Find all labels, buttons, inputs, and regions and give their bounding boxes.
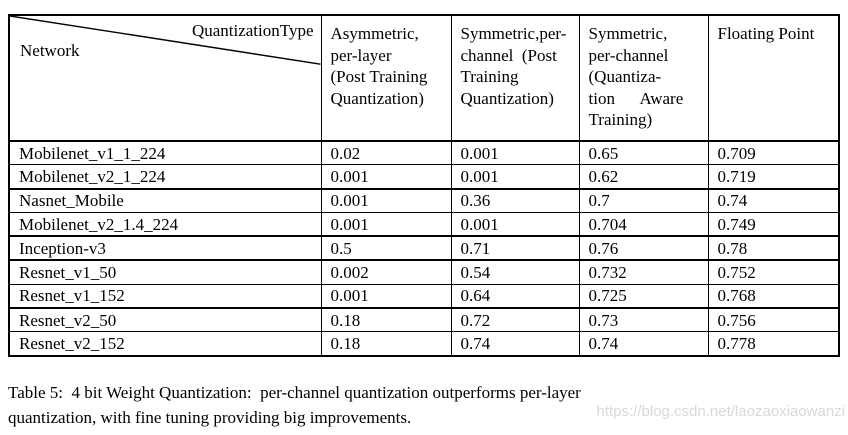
value-cell: 0.02 xyxy=(320,140,452,166)
value-cell: 0.725 xyxy=(578,283,709,309)
network-name-cell: Resnet_v2_152 xyxy=(8,331,322,357)
value-cell: 0.74 xyxy=(578,331,709,357)
value-cell: 0.18 xyxy=(320,307,452,333)
value-cell: 0.62 xyxy=(578,164,709,190)
value-cell: 0.778 xyxy=(707,331,840,357)
value-cell: 0.18 xyxy=(320,331,452,357)
value-cell: 0.768 xyxy=(707,283,840,309)
table-row: Inception-v3 0.5 0.71 0.76 0.78 xyxy=(8,235,840,261)
corner-header-cell: QuantizationType Network xyxy=(8,14,322,142)
watermark-url: https://blog.csdn.net/laozaoxiaowanzi xyxy=(596,403,846,420)
diagonal-divider-line xyxy=(10,16,320,65)
value-cell: 0.71 xyxy=(450,235,580,261)
value-cell: 0.752 xyxy=(707,259,840,285)
table-row: Mobilenet_v2_1_224 0.001 0.001 0.62 0.71… xyxy=(8,164,840,190)
value-cell: 0.65 xyxy=(578,140,709,166)
value-cell: 0.73 xyxy=(578,307,709,333)
header-row: QuantizationType Network Asymmetric, per… xyxy=(8,14,840,142)
value-cell: 0.76 xyxy=(578,235,709,261)
value-cell: 0.704 xyxy=(578,211,709,237)
corner-label-quantization-type: QuantizationType xyxy=(191,21,314,40)
network-name-cell: Resnet_v1_50 xyxy=(8,259,322,285)
table-caption: Table 5: 4 bit Weight Quantization: per-… xyxy=(8,383,581,427)
column-header-floating-point: Floating Point xyxy=(707,14,840,142)
network-name-cell: Nasnet_Mobile xyxy=(8,187,322,213)
value-cell: 0.001 xyxy=(450,140,580,166)
value-cell: 0.7 xyxy=(578,187,709,213)
quantization-results-table: QuantizationType Network Asymmetric, per… xyxy=(8,14,840,357)
value-cell: 0.64 xyxy=(450,283,580,309)
table-row: Resnet_v1_50 0.002 0.54 0.732 0.752 xyxy=(8,259,840,285)
value-cell: 0.002 xyxy=(320,259,452,285)
network-name-cell: Inception-v3 xyxy=(8,235,322,261)
network-name-cell: Mobilenet_v2_1_224 xyxy=(8,164,322,190)
value-cell: 0.001 xyxy=(320,211,452,237)
value-cell: 0.709 xyxy=(707,140,840,166)
network-name-cell: Mobilenet_v2_1.4_224 xyxy=(8,211,322,237)
value-cell: 0.54 xyxy=(450,259,580,285)
value-cell: 0.5 xyxy=(320,235,452,261)
value-cell: 0.749 xyxy=(707,211,840,237)
table-row: Mobilenet_v2_1.4_224 0.001 0.001 0.704 0… xyxy=(8,211,840,237)
column-header-asymmetric-per-layer: Asymmetric, per-layer (Post Training Qua… xyxy=(320,14,452,142)
value-cell: 0.78 xyxy=(707,235,840,261)
network-name-cell: Mobilenet_v1_1_224 xyxy=(8,140,322,166)
value-cell: 0.74 xyxy=(450,331,580,357)
table-row: Mobilenet_v1_1_224 0.02 0.001 0.65 0.709 xyxy=(8,140,840,166)
value-cell: 0.36 xyxy=(450,187,580,213)
column-header-symmetric-per-channel-qat: Symmetric, per-channel (Quantiza- tion A… xyxy=(578,14,709,142)
network-name-cell: Resnet_v2_50 xyxy=(8,307,322,333)
value-cell: 0.001 xyxy=(450,164,580,190)
value-cell: 0.001 xyxy=(450,211,580,237)
value-cell: 0.74 xyxy=(707,187,840,213)
value-cell: 0.001 xyxy=(320,283,452,309)
table-row: Nasnet_Mobile 0.001 0.36 0.7 0.74 xyxy=(8,187,840,213)
value-cell: 0.756 xyxy=(707,307,840,333)
value-cell: 0.719 xyxy=(707,164,840,190)
column-header-symmetric-per-channel-ptq: Symmetric,per- channel (Post Training Qu… xyxy=(450,14,580,142)
value-cell: 0.72 xyxy=(450,307,580,333)
table-row: Resnet_v2_152 0.18 0.74 0.74 0.778 xyxy=(8,331,840,357)
value-cell: 0.001 xyxy=(320,164,452,190)
value-cell: 0.001 xyxy=(320,187,452,213)
table-row: Resnet_v2_50 0.18 0.72 0.73 0.756 xyxy=(8,307,840,333)
value-cell: 0.732 xyxy=(578,259,709,285)
corner-label-network: Network xyxy=(20,41,80,60)
table-row: Resnet_v1_152 0.001 0.64 0.725 0.768 xyxy=(8,283,840,309)
network-name-cell: Resnet_v1_152 xyxy=(8,283,322,309)
